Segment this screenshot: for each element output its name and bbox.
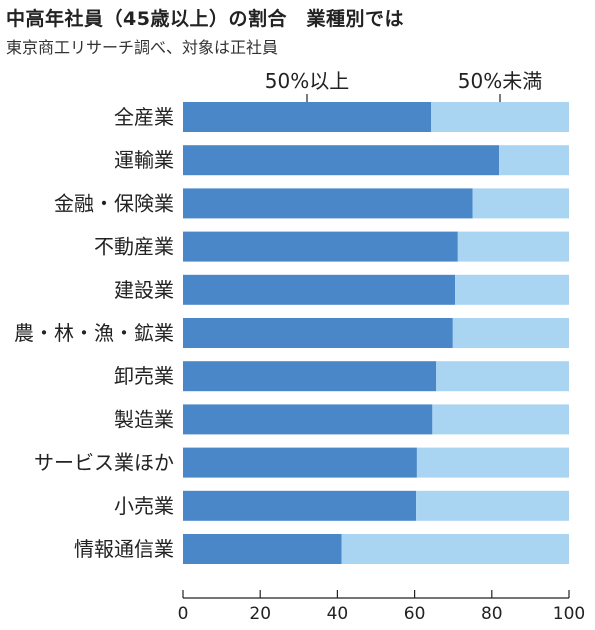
bar-segment-under-50 bbox=[341, 534, 569, 564]
bar-segment-under-50 bbox=[455, 274, 569, 305]
legend-label-50-or-more: 50%以上 bbox=[265, 69, 349, 93]
x-axis: 0 20 40 60 80 100 bbox=[178, 590, 585, 624]
bar-segment-over-50 bbox=[183, 231, 458, 262]
bar-segment-under-50 bbox=[452, 318, 569, 348]
bar-segment-under-50 bbox=[416, 447, 569, 478]
category-label: 卸売業 bbox=[114, 364, 174, 388]
category-label: 建設業 bbox=[114, 278, 174, 302]
category-label: 農・林・漁・鉱業 bbox=[14, 321, 174, 345]
bar-segment-under-50 bbox=[472, 188, 569, 219]
chart-subtitle: 東京商工リサーチ調べ、対象は正社員 bbox=[6, 38, 279, 57]
bar-segment-over-50 bbox=[183, 447, 417, 478]
category-label: 情報通信業 bbox=[74, 537, 174, 561]
category-label: 全産業 bbox=[114, 105, 174, 129]
bar-segment-over-50 bbox=[183, 274, 456, 305]
category-label: 金融・保険業 bbox=[54, 191, 174, 215]
bar-segment-over-50 bbox=[183, 490, 417, 521]
legend-label-under-50: 50%未満 bbox=[458, 69, 542, 93]
bars bbox=[183, 102, 569, 564]
category-label: 小売業 bbox=[114, 494, 174, 518]
bar-segment-under-50 bbox=[416, 490, 569, 521]
bar-segment-under-50 bbox=[432, 404, 569, 435]
chart-title: 中高年社員（45歳以上）の割合 業種別では bbox=[6, 8, 404, 30]
x-tick-label: 100 bbox=[553, 604, 585, 624]
bar-segment-over-50 bbox=[183, 361, 437, 392]
category-label: 製造業 bbox=[114, 407, 174, 431]
x-tick-label: 40 bbox=[327, 604, 349, 624]
bar-segment-under-50 bbox=[457, 231, 569, 262]
bar-segment-under-50 bbox=[431, 102, 569, 132]
bar-segment-over-50 bbox=[183, 534, 342, 564]
category-labels: 全産業運輸業金融・保険業不動産業建設業農・林・漁・鉱業卸売業製造業サービス業ほか… bbox=[14, 105, 174, 561]
legend: 50%以上 50%未満 bbox=[265, 69, 542, 103]
bar-segment-over-50 bbox=[183, 102, 432, 132]
category-label: 不動産業 bbox=[94, 235, 174, 259]
x-tick-label: 20 bbox=[249, 604, 271, 624]
category-label: サービス業ほか bbox=[34, 451, 174, 475]
bar-segment-over-50 bbox=[183, 145, 500, 176]
x-tick-label: 60 bbox=[404, 604, 426, 624]
x-tick-label: 0 bbox=[178, 604, 189, 624]
bar-segment-under-50 bbox=[436, 361, 569, 392]
bar-segment-over-50 bbox=[183, 318, 453, 348]
bar-segment-under-50 bbox=[499, 145, 569, 176]
bar-segment-over-50 bbox=[183, 404, 433, 435]
x-tick-label: 80 bbox=[481, 604, 503, 624]
bar-segment-over-50 bbox=[183, 188, 473, 219]
category-label: 運輸業 bbox=[114, 148, 174, 172]
